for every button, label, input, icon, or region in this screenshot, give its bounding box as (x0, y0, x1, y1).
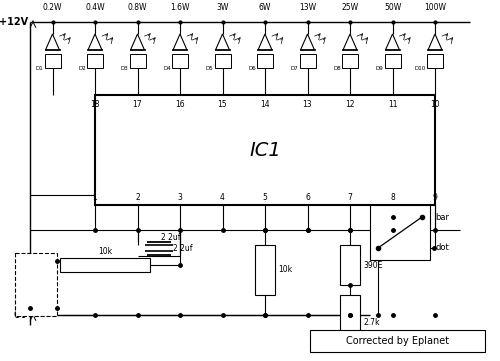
Text: D7: D7 (291, 66, 298, 71)
Text: 5: 5 (262, 193, 268, 202)
Text: Corrected by Eplanet: Corrected by Eplanet (346, 336, 449, 346)
Bar (257, 54, 273, 68)
Text: 3: 3 (178, 193, 182, 202)
Text: 16: 16 (175, 100, 185, 109)
Text: D2: D2 (78, 66, 86, 71)
Text: 2.7k: 2.7k (363, 318, 380, 327)
Text: 6: 6 (305, 193, 310, 202)
Bar (310, 330, 485, 352)
Bar (44, 54, 60, 68)
Text: 12: 12 (345, 100, 355, 109)
Text: 14: 14 (260, 100, 270, 109)
Text: 17: 17 (132, 100, 142, 109)
Text: bar: bar (435, 213, 449, 222)
Text: D10: D10 (415, 66, 426, 71)
Text: 9: 9 (432, 193, 438, 202)
Text: 13: 13 (302, 100, 312, 109)
Bar (130, 54, 146, 68)
Text: 11: 11 (388, 100, 397, 109)
Text: 4: 4 (220, 193, 225, 202)
Text: 7: 7 (348, 193, 352, 202)
Text: 50W: 50W (384, 3, 401, 12)
Text: 8: 8 (390, 193, 395, 202)
Bar (300, 54, 316, 68)
Text: 18: 18 (90, 100, 100, 109)
Text: D4: D4 (163, 66, 171, 71)
Text: 10: 10 (430, 100, 440, 109)
Text: 0.2W: 0.2W (43, 3, 62, 12)
Text: 2 2uf: 2 2uf (161, 233, 180, 242)
Text: +: + (17, 303, 25, 313)
Text: 0V: 0V (14, 310, 28, 320)
Bar (60, 258, 150, 272)
Text: D6: D6 (248, 66, 256, 71)
Text: dot: dot (435, 244, 449, 252)
Bar (172, 54, 188, 68)
Text: 100W: 100W (424, 3, 446, 12)
Bar (342, 54, 358, 68)
Text: 390E: 390E (363, 261, 382, 270)
Text: INPUT
FROM
POWER
AMPLIFIER: INPUT FROM POWER AMPLIFIER (16, 273, 48, 296)
Bar (340, 295, 360, 350)
Text: IC1: IC1 (249, 140, 281, 160)
Text: S1: S1 (394, 178, 406, 187)
Text: 10k: 10k (98, 247, 112, 256)
Text: D3: D3 (121, 66, 128, 71)
Text: D1: D1 (36, 66, 44, 71)
Bar (15, 253, 57, 316)
Text: 1.6W: 1.6W (170, 3, 190, 12)
Text: D9: D9 (376, 66, 384, 71)
Text: 25W: 25W (342, 3, 358, 12)
Text: +: + (17, 256, 25, 266)
Text: 2 2uf: 2 2uf (173, 244, 192, 253)
Text: +12V: +12V (0, 17, 28, 27)
Bar (370, 205, 430, 260)
Text: 1: 1 (92, 193, 98, 202)
Text: Disp.
Mode: Disp. Mode (390, 197, 410, 216)
Text: D5: D5 (206, 66, 214, 71)
Text: 2: 2 (135, 193, 140, 202)
Bar (214, 54, 230, 68)
Bar (95, 95, 435, 205)
Text: 13W: 13W (299, 3, 316, 12)
Text: 6W: 6W (259, 3, 271, 12)
Text: 0.8W: 0.8W (128, 3, 147, 12)
Text: 15: 15 (218, 100, 228, 109)
Bar (384, 54, 400, 68)
Text: 0.4W: 0.4W (85, 3, 105, 12)
Text: D8: D8 (333, 66, 341, 71)
Bar (87, 54, 103, 68)
Bar (427, 54, 443, 68)
Text: 3W: 3W (216, 3, 228, 12)
Bar (255, 245, 275, 295)
Text: 10k: 10k (278, 265, 292, 274)
Bar (340, 245, 360, 285)
